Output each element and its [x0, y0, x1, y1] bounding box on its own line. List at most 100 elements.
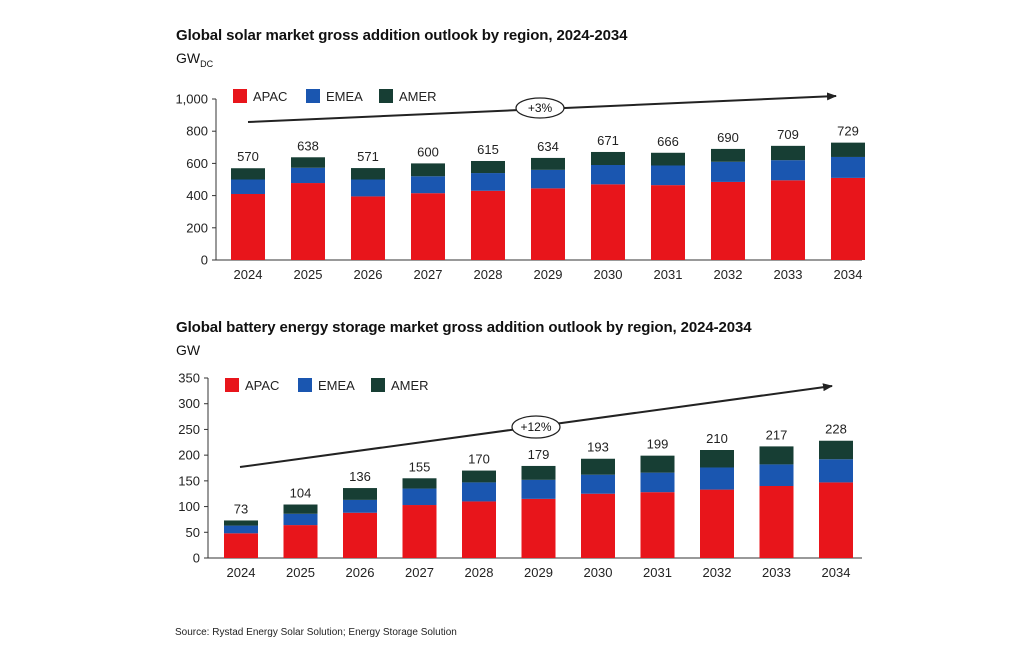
- bar-emea: [411, 176, 445, 194]
- bar-emea: [343, 499, 377, 513]
- bar-apac: [591, 184, 625, 260]
- solar-chart-title: Global solar market gross addition outlo…: [176, 27, 628, 44]
- y-tick-label: 0: [193, 551, 200, 566]
- bar-amer: [343, 488, 377, 500]
- x-tick-label: 2031: [643, 565, 672, 580]
- bar-total-label: 155: [409, 459, 431, 474]
- bar-total-label: 104: [290, 486, 312, 501]
- bar-emea: [351, 179, 385, 197]
- bar-amer: [531, 157, 565, 170]
- x-tick-label: 2027: [405, 565, 434, 580]
- x-tick-label: 2028: [465, 565, 494, 580]
- x-tick-label: 2029: [524, 565, 553, 580]
- bar-apac: [411, 193, 445, 260]
- bar-apac: [700, 489, 734, 558]
- bar-emea: [581, 474, 615, 494]
- legend-swatch-amer: [379, 89, 393, 103]
- solar-chart: 0 200 400 600 800 1,000 570 2024 638 2025 571 2026 6…: [175, 89, 865, 282]
- bar-amer: [711, 148, 745, 162]
- bar-emea: [700, 467, 734, 490]
- bar-amer: [700, 450, 734, 468]
- legend-swatch-apac: [233, 89, 247, 103]
- bar-emea: [591, 165, 625, 185]
- y-tick-label: 200: [186, 220, 208, 235]
- bar-emea: [231, 179, 265, 194]
- bar-total-label: 666: [657, 134, 679, 149]
- bar-apac: [471, 190, 505, 260]
- bar-amer: [651, 152, 685, 166]
- y-tick-label: 100: [178, 499, 200, 514]
- bar-amer: [591, 151, 625, 166]
- bar-amer: [581, 458, 615, 475]
- bar-total-label: 729: [837, 124, 859, 139]
- bar-total-label: 170: [468, 452, 490, 467]
- y-tick-label: 1,000: [175, 92, 208, 107]
- y-tick-label: 800: [186, 124, 208, 139]
- trend-label: +3%: [528, 101, 553, 115]
- bar-apac: [351, 196, 385, 260]
- bar-emea: [521, 479, 556, 499]
- bar-apac: [640, 492, 675, 558]
- x-tick-label: 2028: [474, 267, 503, 282]
- y-tick-label: 200: [178, 448, 200, 463]
- legend-label-amer: AMER: [391, 378, 429, 393]
- legend-swatch-apac: [225, 378, 239, 392]
- bar-amer: [351, 168, 385, 180]
- y-tick-label: 350: [178, 371, 200, 386]
- solar-chart-unit: GWDC: [176, 50, 214, 69]
- x-tick-label: 2031: [654, 267, 683, 282]
- bar-emea: [224, 525, 258, 534]
- bar-emea: [771, 160, 805, 181]
- bar-amer: [231, 168, 265, 180]
- bar-total-label: 179: [528, 447, 550, 462]
- bar-total-label: 73: [234, 501, 248, 516]
- trend-badge: [511, 415, 561, 439]
- bar-emea: [531, 169, 565, 189]
- bar-emea: [283, 513, 318, 526]
- x-tick-label: 2027: [414, 267, 443, 282]
- bar-amer: [402, 478, 437, 489]
- bar-emea: [711, 161, 745, 182]
- bar-total-label: 193: [587, 440, 609, 455]
- x-tick-label: 2030: [594, 267, 623, 282]
- bar-emea: [402, 488, 437, 506]
- bar-amer: [521, 465, 556, 480]
- bar-total-label: 228: [825, 422, 847, 437]
- bar-amer: [819, 440, 853, 460]
- y-tick-label: 150: [178, 473, 200, 488]
- bar-total-label: 634: [537, 139, 559, 154]
- bar-amer: [224, 520, 258, 526]
- bar-amer: [462, 470, 496, 483]
- bar-total-label: 671: [597, 133, 619, 148]
- legend-swatch-amer: [371, 378, 385, 392]
- bar-total-label: 709: [777, 127, 799, 142]
- x-tick-label: 2029: [534, 267, 563, 282]
- bar-amer: [759, 446, 794, 465]
- bar-total-label: 615: [477, 142, 499, 157]
- bar-total-label: 600: [417, 144, 439, 159]
- bar-total-label: 136: [349, 469, 371, 484]
- bar-apac: [231, 193, 265, 260]
- y-tick-label: 250: [178, 422, 200, 437]
- bar-total-label: 210: [706, 431, 728, 446]
- bar-emea: [462, 482, 496, 502]
- bar-amer: [471, 160, 505, 174]
- x-tick-label: 2026: [354, 267, 383, 282]
- y-tick-label: 600: [186, 156, 208, 171]
- legend-label-emea: EMEA: [326, 89, 363, 104]
- bar-apac: [343, 512, 377, 558]
- bar-total-label: 570: [237, 149, 259, 164]
- x-tick-label: 2034: [822, 565, 851, 580]
- x-tick-label: 2025: [286, 565, 315, 580]
- bar-apac: [283, 525, 318, 558]
- bar-apac: [771, 180, 805, 260]
- x-tick-label: 2024: [227, 565, 256, 580]
- bar-total-label: 199: [647, 437, 669, 452]
- storage-chart: 0 50 100 150 200 250 300 350 73 2024 104 2025 136 202…: [178, 371, 862, 580]
- bar-total-label: 690: [717, 130, 739, 145]
- legend-swatch-emea: [306, 89, 320, 103]
- legend-label-apac: APAC: [253, 89, 287, 104]
- bar-amer: [283, 504, 318, 514]
- bar-emea: [831, 156, 865, 178]
- bar-emea: [640, 472, 675, 493]
